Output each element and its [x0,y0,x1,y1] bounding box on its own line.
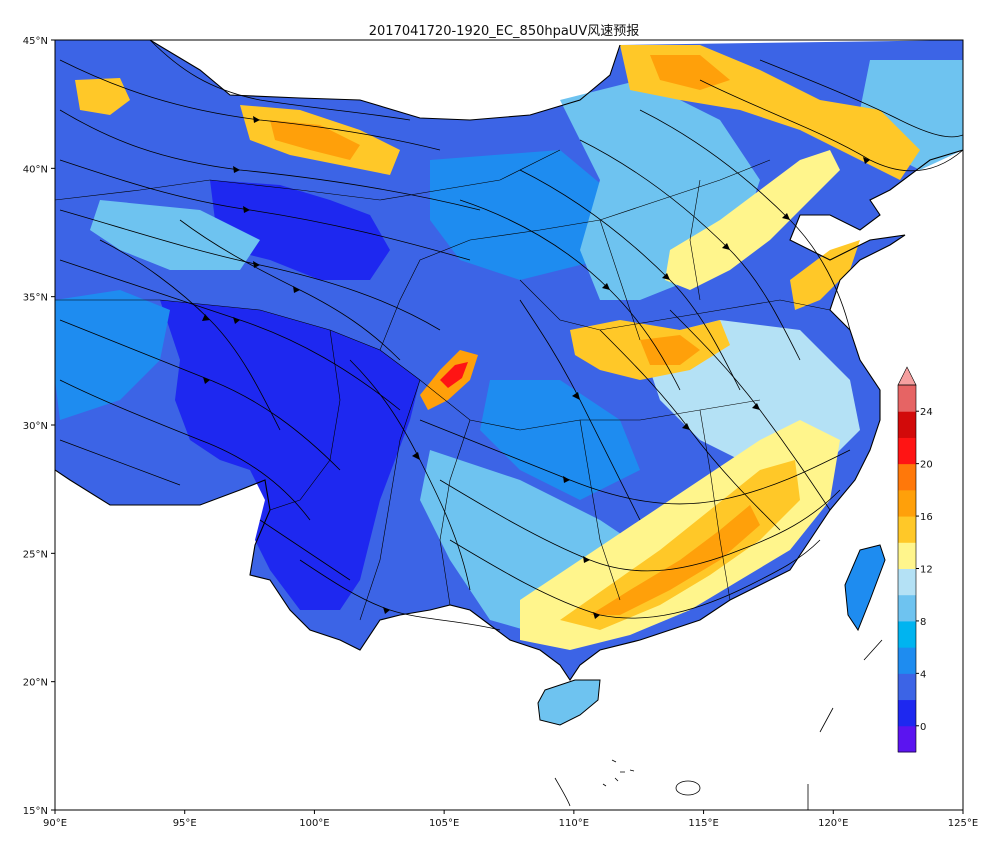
colorbar-label: 16 [920,512,933,523]
y-tick-label: 15°N [23,806,48,817]
colorbar-label: 12 [920,565,933,576]
colorbar-label: 20 [920,460,933,471]
x-axis: 90°E 95°E 100°E 105°E 110°E 115°E 120°E 125°E [43,810,978,829]
sichuan-jet-core [440,362,468,388]
y-tick-label: 35°N [23,293,48,304]
x-tick-label: 100°E [299,818,329,829]
colorbar-segment [898,411,916,438]
x-tick-label: 115°E [688,818,718,829]
y-tick-label: 45°N [23,36,48,47]
colorbar-segment [898,568,916,596]
mid-band-3 [480,380,640,500]
mid-band-2 [430,150,620,280]
taiwan-island [844,544,886,632]
x-tick-label: 90°E [43,818,67,829]
y-tick-label: 30°N [23,421,48,432]
colorbar-label: 4 [920,669,926,680]
islands [554,639,883,810]
colorbar-segment [898,673,916,701]
jet-southeast-core [560,460,800,630]
colorbar-segment [898,620,916,648]
colorbar-segment [898,647,916,674]
y-axis: 45°N 40°N 35°N 30°N 25°N 20°N 15°N [23,36,55,817]
map-title: 2017041720-1920_EC_850hpaUV风速预报 [368,24,640,39]
jet-central-core [640,335,700,365]
x-tick-label: 95°E [173,818,197,829]
jet-northeast [665,150,840,290]
colorbar-label: 24 [920,407,933,418]
x-tick-label: 125°E [948,818,978,829]
y-tick-label: 40°N [23,164,48,175]
colorbar-label: 0 [920,722,926,733]
map-plot-area [55,40,963,810]
hainan-island [537,679,601,726]
colorbar-segment [898,463,916,491]
coastline [55,40,963,681]
jet-shandong [790,240,860,310]
deep-region-north [210,180,390,280]
y-tick-label: 20°N [23,678,48,689]
colorbar-segment [898,725,916,753]
colorbar-segment [898,516,916,543]
light-band-1 [90,200,260,270]
mid-band-1 [55,290,170,420]
colorbar-segment [898,437,916,465]
jet-north-core [270,120,360,160]
colorbar-extend-triangle [897,366,917,386]
colorbar-segment [898,385,916,412]
x-tick-label: 105°E [429,818,459,829]
deep-region [160,300,420,610]
colorbar-segment [898,594,916,622]
colorbar: 24 20 16 12 8 4 0 [897,366,933,753]
jet-southeast-center [590,505,760,615]
jet-west-tip [75,78,130,115]
colorbar-label: 8 [920,617,926,628]
stream-arrows [202,116,870,619]
x-tick-label: 120°E [818,818,848,829]
colorbar-segment [898,542,916,569]
colorbar-segment [898,699,916,727]
colorbar-segment [898,489,916,517]
x-tick-label: 110°E [559,818,589,829]
y-tick-label: 25°N [23,549,48,560]
jet-northeast-top-core [650,55,730,90]
